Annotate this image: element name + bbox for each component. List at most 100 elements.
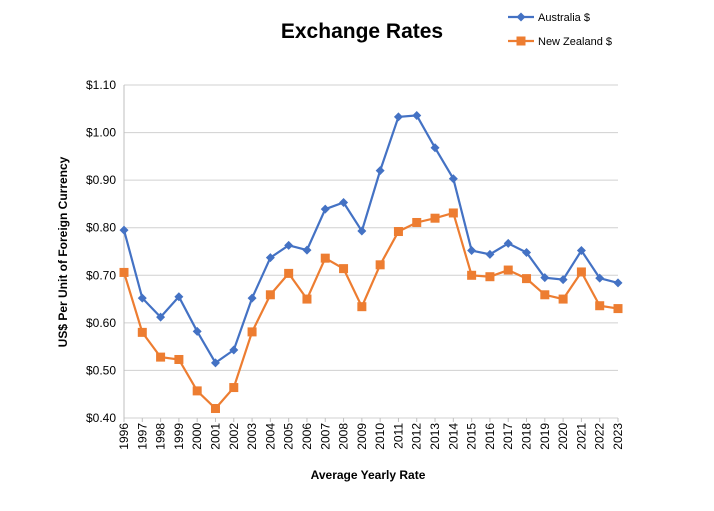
x-tick-label: 2016 <box>483 423 497 450</box>
data-point <box>210 358 220 368</box>
legend-marker <box>516 12 526 22</box>
data-point <box>174 354 184 364</box>
data-point <box>284 268 294 278</box>
data-point <box>229 345 239 355</box>
data-point <box>503 238 513 248</box>
data-point <box>174 292 184 302</box>
legend-label: Australia $ <box>538 12 590 24</box>
data-point <box>302 245 312 255</box>
chart-title: Exchange Rates <box>281 20 443 43</box>
x-tick-label: 2002 <box>227 423 241 450</box>
data-point <box>375 166 385 176</box>
data-point <box>613 304 623 314</box>
series-group <box>119 110 623 413</box>
x-tick-label: 1998 <box>154 423 168 450</box>
x-tick-label: 2004 <box>263 423 277 450</box>
data-point <box>613 278 623 288</box>
x-tick-label: 2006 <box>300 423 314 450</box>
data-point <box>137 327 147 337</box>
x-tick-labels: 1996 1997 1998 1999 2000 2001 2002 2003 2004 2005… <box>117 423 625 450</box>
data-point <box>485 272 495 282</box>
x-tick-label: 2019 <box>538 423 552 450</box>
data-point <box>412 217 422 227</box>
y-tick-label: $0.40 <box>86 411 116 425</box>
data-point <box>339 198 349 208</box>
y-tick-label: $1.10 <box>86 78 116 92</box>
y-axis-label: US$ Per Unit of Foreign Currency <box>56 156 70 347</box>
data-point <box>595 273 605 283</box>
y-tick-label: $1.00 <box>86 126 116 140</box>
x-tick-label: 2009 <box>355 423 369 450</box>
data-point <box>339 264 349 274</box>
data-point <box>265 253 275 263</box>
data-point <box>558 275 568 285</box>
x-tick-label: 1999 <box>172 423 186 450</box>
data-point <box>119 225 129 235</box>
x-tick-label: 2013 <box>428 423 442 450</box>
data-point <box>576 267 586 277</box>
data-point <box>375 260 385 270</box>
data-point <box>412 110 422 120</box>
y-tick-label: $0.60 <box>86 316 116 330</box>
y-tick-label: $0.50 <box>86 363 116 377</box>
x-tick-label: 2000 <box>190 423 204 450</box>
gridlines <box>123 84 619 422</box>
data-point <box>137 293 147 303</box>
x-tick-label: 2017 <box>501 423 515 450</box>
legend: Australia $ New Zealand $ <box>508 12 612 48</box>
x-tick-label: 2005 <box>282 423 296 450</box>
x-tick-label: 2014 <box>446 423 460 450</box>
x-tick-label: 2003 <box>245 423 259 450</box>
data-point <box>430 143 440 153</box>
data-point <box>522 247 532 257</box>
x-tick-label: 2010 <box>373 423 387 450</box>
data-point <box>558 294 568 304</box>
data-point <box>320 204 330 214</box>
series-line <box>122 211 619 411</box>
data-point <box>156 352 166 362</box>
data-point <box>357 226 367 236</box>
data-point <box>247 327 257 337</box>
data-point <box>448 174 458 184</box>
legend-marker <box>516 36 526 46</box>
x-tick-label: 2012 <box>410 423 424 450</box>
x-tick-label: 2021 <box>574 423 588 450</box>
data-point <box>467 246 477 256</box>
data-point <box>393 227 403 237</box>
data-point <box>485 249 495 259</box>
data-point <box>156 312 166 322</box>
series-new-zealand <box>119 208 623 413</box>
data-point <box>540 290 550 300</box>
data-point <box>192 326 202 336</box>
data-point <box>448 208 458 218</box>
x-tick-label: 2015 <box>465 423 479 450</box>
data-point <box>540 273 550 283</box>
x-axis-label: Average Yearly Rate <box>311 468 426 482</box>
data-point <box>393 112 403 122</box>
data-point <box>210 403 220 413</box>
x-tick-label: 2023 <box>611 423 625 450</box>
series-australia <box>119 110 623 368</box>
x-tick-label: 2001 <box>208 423 222 450</box>
data-point <box>503 265 513 275</box>
data-point <box>302 294 312 304</box>
y-tick-labels: $0.40 $0.50 $0.60 $0.70 $0.80 $0.90 $1.00 $1.10 <box>86 78 116 425</box>
x-tick-label: 2020 <box>556 423 570 450</box>
data-point <box>247 293 257 303</box>
x-tick-label: 2018 <box>520 423 534 450</box>
data-point <box>430 213 440 223</box>
x-tick-label: 2011 <box>391 423 405 449</box>
data-point <box>192 386 202 396</box>
data-point <box>576 246 586 256</box>
x-tick-label: 2022 <box>593 423 607 450</box>
x-tick-label: 1996 <box>117 423 131 450</box>
series-line <box>122 114 619 365</box>
data-point <box>467 270 477 280</box>
data-point <box>265 290 275 300</box>
y-tick-label: $0.90 <box>86 173 116 187</box>
data-point <box>119 267 129 277</box>
y-tick-label: $0.80 <box>86 221 116 235</box>
data-point <box>229 383 239 393</box>
y-tick-label: $0.70 <box>86 268 116 282</box>
